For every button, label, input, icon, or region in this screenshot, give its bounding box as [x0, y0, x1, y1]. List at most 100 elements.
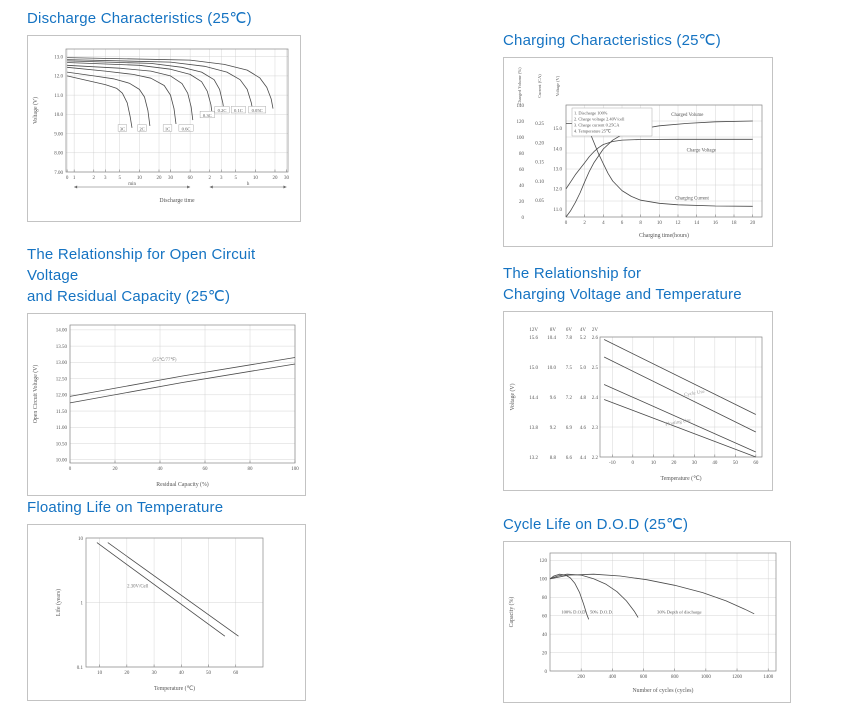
- chart-box-open-circuit-voltage: 0 20 40 60 80 100 14.00 13.50 13.00 12.50 12.00 11.…: [27, 313, 306, 496]
- svg-text:14.4: 14.4: [529, 396, 538, 401]
- svg-text:1. Discharge 100%: 1. Discharge 100%: [574, 111, 608, 116]
- svg-text:3: 3: [220, 176, 223, 181]
- svg-text:40: 40: [158, 467, 164, 472]
- svg-text:2.6: 2.6: [592, 336, 599, 341]
- svg-text:5.0: 5.0: [580, 366, 587, 371]
- svg-text:20: 20: [124, 671, 130, 676]
- svg-text:1C: 1C: [165, 126, 170, 131]
- svg-text:2: 2: [583, 221, 586, 226]
- svg-text:40: 40: [542, 633, 548, 638]
- svg-text:13.00: 13.00: [56, 361, 68, 366]
- svg-text:30: 30: [284, 176, 290, 181]
- svg-text:Voltage (V): Voltage (V): [555, 75, 560, 96]
- svg-text:10: 10: [657, 221, 663, 226]
- svg-text:0: 0: [69, 467, 72, 472]
- svg-text:20: 20: [272, 176, 278, 181]
- svg-text:60: 60: [519, 168, 525, 173]
- svg-text:0: 0: [632, 461, 635, 466]
- svg-text:Charging time(hours): Charging time(hours): [639, 232, 689, 239]
- figure-cycle-life: Cycle Life on D.O.D (25℃) 200 400 600 800 10…: [503, 514, 791, 703]
- svg-text:1: 1: [81, 601, 84, 606]
- chart-title-floating-life: Floating Life on Temperature: [27, 499, 224, 516]
- svg-text:15.6: 15.6: [529, 336, 538, 341]
- svg-text:9.6: 9.6: [550, 396, 557, 401]
- svg-text:400: 400: [609, 675, 617, 680]
- svg-text:60: 60: [542, 614, 548, 619]
- svg-text:30% Depth of discharge: 30% Depth of discharge: [657, 610, 701, 615]
- svg-text:9.2: 9.2: [550, 426, 557, 431]
- svg-text:50% D.O.D.: 50% D.O.D.: [590, 610, 613, 615]
- svg-text:3. Charge current 0.25CA: 3. Charge current 0.25CA: [574, 123, 620, 128]
- svg-text:11.50: 11.50: [56, 410, 68, 415]
- svg-text:h: h: [247, 182, 250, 187]
- svg-text:Charge Voltage: Charge Voltage: [687, 148, 716, 153]
- chart-box-discharge: 0 1 2 3 5 10 20 30 60 2 3 5 10 20 30 13.0 12.0 11.0 10.0 9.…: [27, 35, 301, 222]
- chart-title-charging: Charging Characteristics (25℃): [503, 32, 721, 49]
- chart-box-charging: 0 2 4 6 8 10 12 14 16 18 20 Charged Volume (%) 140 12…: [503, 57, 773, 247]
- chart-box-floating-life: 10 20 30 40 50 60 10 1 0.1 2.30V/Cell Temperature …: [27, 524, 306, 701]
- chart-title-open-circuit-voltage: The Relationship for Open Circuit Voltag…: [27, 246, 256, 305]
- svg-text:8.8: 8.8: [550, 456, 557, 461]
- svg-text:80: 80: [248, 467, 254, 472]
- svg-text:Temperature (℃): Temperature (℃): [154, 685, 195, 692]
- svg-text:13.0: 13.0: [54, 55, 63, 60]
- svg-text:(25℃/77℉): (25℃/77℉): [152, 357, 176, 363]
- svg-text:80: 80: [542, 596, 548, 601]
- svg-text:9.00: 9.00: [54, 132, 63, 137]
- svg-text:12.00: 12.00: [56, 394, 68, 399]
- svg-text:-10: -10: [609, 461, 616, 466]
- svg-text:7.5: 7.5: [566, 366, 573, 371]
- svg-text:10: 10: [78, 537, 84, 542]
- svg-text:0.05C: 0.05C: [252, 108, 263, 113]
- svg-text:14.0: 14.0: [553, 147, 562, 152]
- svg-text:0: 0: [522, 216, 525, 221]
- svg-text:11.0: 11.0: [553, 208, 562, 213]
- svg-text:7.2: 7.2: [566, 396, 573, 401]
- figure-charging-voltage-temperature: The Relationship for Charging Voltage an…: [503, 263, 773, 491]
- svg-text:13.0: 13.0: [553, 168, 562, 173]
- svg-text:12: 12: [676, 221, 682, 226]
- svg-text:0.6C: 0.6C: [182, 126, 191, 131]
- svg-text:5.2: 5.2: [580, 336, 587, 341]
- svg-text:12V: 12V: [529, 328, 538, 333]
- svg-text:10: 10: [97, 671, 103, 676]
- svg-text:20: 20: [157, 176, 163, 181]
- svg-text:Voltage (V): Voltage (V): [509, 383, 516, 410]
- svg-text:120: 120: [517, 120, 525, 125]
- svg-text:3: 3: [104, 176, 107, 181]
- svg-text:2.2: 2.2: [592, 456, 599, 461]
- svg-text:30: 30: [168, 176, 174, 181]
- svg-text:200: 200: [577, 675, 585, 680]
- svg-text:Floating Use: Floating Use: [665, 418, 692, 428]
- svg-text:600: 600: [640, 675, 648, 680]
- svg-text:Temperature (℃): Temperature (℃): [660, 475, 701, 482]
- svg-text:Charged Volume: Charged Volume: [671, 113, 703, 118]
- svg-text:10.0: 10.0: [547, 366, 556, 371]
- svg-text:0.2C: 0.2C: [218, 108, 227, 113]
- svg-text:0.10: 0.10: [535, 180, 544, 185]
- svg-text:140: 140: [517, 104, 525, 109]
- svg-text:2.30V/Cell: 2.30V/Cell: [127, 585, 149, 590]
- svg-text:12.50: 12.50: [56, 377, 68, 382]
- svg-text:12.0: 12.0: [54, 75, 63, 80]
- svg-text:14: 14: [694, 221, 700, 226]
- svg-text:8V: 8V: [550, 328, 557, 333]
- chart-title-cycle-life: Cycle Life on D.O.D (25℃): [503, 516, 689, 533]
- figure-charging-characteristics: Charging Characteristics (25℃) 0 2 4 6 8 10 12…: [503, 30, 773, 247]
- svg-text:Current (CA): Current (CA): [537, 74, 542, 98]
- chart-box-charging-voltage-temperature: -10 0 10 20 30 40 50 60 12V 15.6 15.0 14.4 13.8 13.2 8…: [503, 311, 773, 491]
- figure-open-circuit-voltage: The Relationship for Open Circuit Voltag…: [27, 244, 306, 496]
- chart-title-discharge: Discharge Characteristics (25℃): [27, 10, 252, 27]
- svg-text:10.0: 10.0: [54, 113, 63, 118]
- svg-text:Cycle Use: Cycle Use: [684, 390, 706, 399]
- svg-text:80: 80: [519, 152, 525, 157]
- discharge-characteristics-chart: 0 1 2 3 5 10 20 30 60 2 3 5 10 20 30 13.0 12.0 11.0 10.0 9.…: [32, 48, 290, 204]
- svg-text:40: 40: [712, 461, 718, 466]
- svg-text:30: 30: [692, 461, 698, 466]
- svg-text:Charging Current: Charging Current: [675, 196, 709, 201]
- svg-text:4V: 4V: [580, 328, 587, 333]
- figure-discharge-characteristics: Discharge Characteristics (25℃) 0 1 2 3 5 10 2…: [27, 8, 301, 222]
- svg-text:40: 40: [179, 671, 185, 676]
- svg-text:10.00: 10.00: [56, 459, 68, 464]
